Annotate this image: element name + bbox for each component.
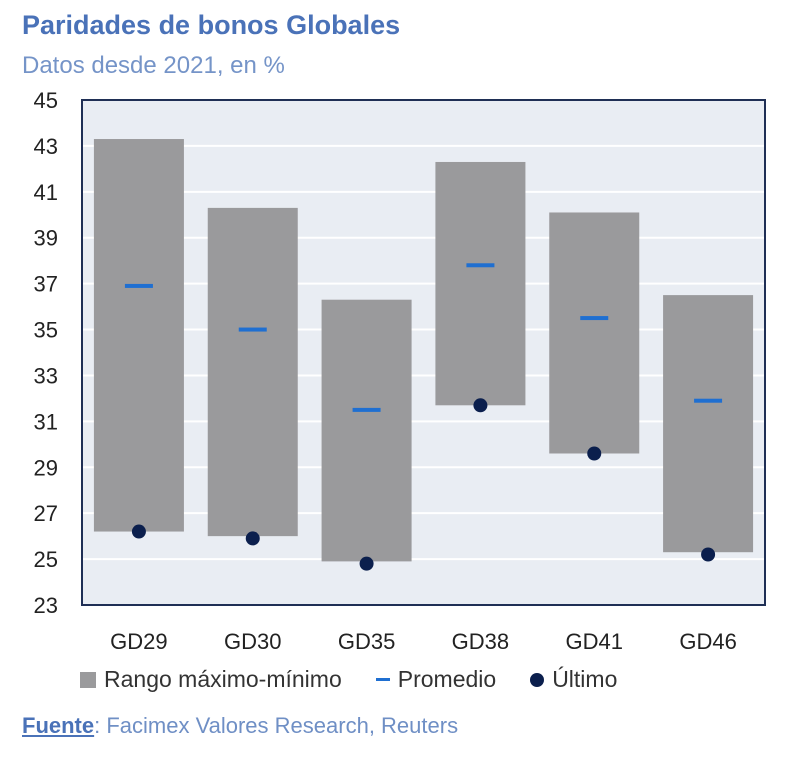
y-tick-label: 45 [34,88,58,113]
average-mark [124,283,153,288]
range-swatch [80,671,96,688]
x-tick-label: GD30 [224,629,281,654]
average-mark [580,316,609,321]
chart-subtitle: Datos desde 2021, en % [22,52,285,79]
last-swatch [530,672,545,687]
legend-label: Rango máximo-mínimo [104,666,342,692]
range-bar [549,212,640,454]
source-text: : Facimex Valores Research, Reuters [94,713,459,738]
source-note: Fuente: Facimex Valores Research, Reuter… [22,713,458,739]
y-tick-label: 37 [34,272,58,297]
average-swatch [375,678,390,681]
range-bar [93,139,184,532]
average-mark [466,263,495,268]
last-point [473,398,488,413]
legend-item-last: Último [530,666,617,693]
x-tick-label: GD35 [338,629,395,654]
y-tick-label: 29 [34,455,58,480]
range-bar [663,295,754,553]
x-tick-label: GD46 [679,629,736,654]
y-tick-label: 39 [34,226,58,251]
range-bar [435,161,526,406]
last-point [587,446,602,461]
last-point [131,524,146,539]
y-tick-label: 35 [34,318,58,343]
chart-title: Paridades de bonos Globales [22,10,401,40]
plot-border [81,99,766,606]
average-mark [694,398,723,403]
last-point [245,531,260,546]
legend-label: Promedio [397,666,497,692]
range-bar [321,299,412,562]
y-tick-label: 43 [34,134,58,159]
range-bar [207,207,298,537]
y-tick-label: 23 [34,593,58,618]
y-tick-label: 33 [34,363,58,388]
legend: Rango máximo-mínimo Promedio Último [80,666,617,693]
source-label: Fuente [22,713,95,738]
y-tick-label: 31 [34,409,58,434]
x-tick-label: GD29 [110,629,167,654]
average-mark [352,407,381,412]
legend-item-average: Promedio [375,666,497,693]
x-tick-label: GD38 [452,629,509,654]
chart: 45 43 41 39 37 35 33 31 29 27 25 23 GD29 GD30 GD35 GD38… [34,88,766,654]
last-point [701,547,716,562]
legend-label: Último [552,666,618,692]
y-tick-label: 41 [34,180,58,205]
legend-item-range: Rango máximo-mínimo [80,666,342,693]
plot-area [82,100,765,605]
average-mark [238,327,267,332]
x-tick-label: GD41 [566,629,623,654]
last-point [359,556,374,571]
y-tick-label: 25 [34,547,58,572]
y-tick-label: 27 [34,501,58,526]
